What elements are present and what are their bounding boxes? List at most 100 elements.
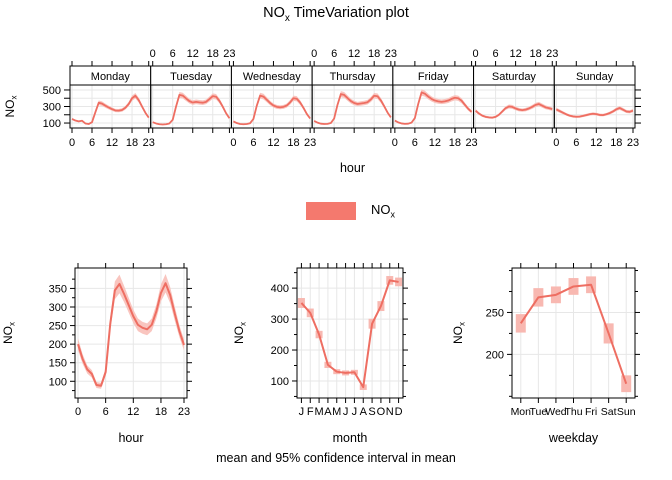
svg-text:M: M xyxy=(314,406,323,418)
svg-text:300: 300 xyxy=(49,302,67,314)
svg-text:250: 250 xyxy=(49,321,67,333)
svg-text:12: 12 xyxy=(267,137,279,149)
svg-text:F: F xyxy=(307,406,314,418)
svg-text:D: D xyxy=(395,406,403,418)
hour-chart: 100 150 200 250 300 350 0 6 12 18 23 NOx hour xyxy=(1,263,192,445)
svg-text:23: 23 xyxy=(304,137,316,149)
svg-text:18: 18 xyxy=(449,137,461,149)
svg-text:18: 18 xyxy=(368,48,380,60)
svg-text:0: 0 xyxy=(69,137,75,149)
svg-text:NOx: NOx xyxy=(1,322,17,344)
svg-text:18: 18 xyxy=(155,406,167,418)
svg-text:18: 18 xyxy=(126,137,138,149)
title-base: NO xyxy=(263,5,285,21)
svg-text:M: M xyxy=(332,406,341,418)
svg-text:0: 0 xyxy=(392,137,398,149)
svg-text:500: 500 xyxy=(43,85,61,97)
svg-text:23: 23 xyxy=(385,48,397,60)
svg-text:18: 18 xyxy=(610,137,622,149)
svg-text:Tue: Tue xyxy=(529,406,547,418)
svg-text:100: 100 xyxy=(43,118,61,130)
svg-text:12: 12 xyxy=(106,137,118,149)
svg-text:18: 18 xyxy=(207,48,219,60)
svg-text:18: 18 xyxy=(529,48,541,60)
svg-text:300: 300 xyxy=(271,314,289,326)
svg-text:6: 6 xyxy=(493,48,499,60)
svg-text:0: 0 xyxy=(473,48,479,60)
svg-text:0: 0 xyxy=(230,137,236,149)
svg-text:NOx: NOx xyxy=(451,322,467,344)
svg-text:12: 12 xyxy=(429,137,441,149)
svg-text:0: 0 xyxy=(150,48,156,60)
legend-label-sub: x xyxy=(390,209,396,220)
svg-text:6: 6 xyxy=(170,48,176,60)
svg-text:month: month xyxy=(333,431,368,445)
svg-text:23: 23 xyxy=(223,48,235,60)
svg-text:400: 400 xyxy=(271,283,289,295)
svg-text:J: J xyxy=(352,406,358,418)
page-title: NOx TimeVariation plot xyxy=(0,5,672,24)
svg-text:6: 6 xyxy=(412,137,418,149)
svg-text:200: 200 xyxy=(486,349,504,361)
legend-swatch xyxy=(306,202,356,220)
weekly-diurnal-chart: Monday 0 6 12 18 23 Tuesday 0 6 12 18 23 Wednesday 0 6… xyxy=(3,48,641,175)
svg-text:Wed: Wed xyxy=(545,406,567,418)
svg-text:0: 0 xyxy=(75,406,81,418)
svg-text:NOx: NOx xyxy=(3,96,19,118)
svg-text:N: N xyxy=(386,406,394,418)
svg-text:100: 100 xyxy=(49,376,67,388)
svg-text:Fri: Fri xyxy=(585,406,597,418)
legend-label-base: NO xyxy=(371,202,391,218)
svg-text:6: 6 xyxy=(89,137,95,149)
svg-text:Tuesday: Tuesday xyxy=(170,71,212,83)
svg-text:12: 12 xyxy=(509,48,521,60)
svg-text:Friday: Friday xyxy=(418,71,449,83)
svg-text:300: 300 xyxy=(43,102,61,114)
svg-text:6: 6 xyxy=(250,137,256,149)
svg-text:Mon: Mon xyxy=(511,406,532,418)
svg-text:A: A xyxy=(360,406,368,418)
svg-text:Wednesday: Wednesday xyxy=(243,71,301,83)
svg-text:23: 23 xyxy=(465,137,477,149)
svg-text:6: 6 xyxy=(573,137,579,149)
svg-text:350: 350 xyxy=(49,283,67,295)
svg-text:NOx: NOx xyxy=(232,322,248,344)
svg-text:100: 100 xyxy=(271,376,289,388)
svg-text:23: 23 xyxy=(546,48,558,60)
svg-text:200: 200 xyxy=(49,339,67,351)
svg-text:0: 0 xyxy=(311,48,317,60)
svg-text:12: 12 xyxy=(590,137,602,149)
svg-text:250: 250 xyxy=(486,307,504,319)
svg-text:J: J xyxy=(343,406,349,418)
svg-text:hour: hour xyxy=(340,161,365,175)
svg-text:23: 23 xyxy=(178,406,190,418)
svg-text:J: J xyxy=(299,406,305,418)
title-subscript: x xyxy=(284,12,290,24)
svg-text:0: 0 xyxy=(553,137,559,149)
svg-text:Thursday: Thursday xyxy=(330,71,376,83)
caption: mean and 95% confidence interval in mean xyxy=(216,451,456,465)
svg-text:Sat: Sat xyxy=(601,406,617,418)
legend: NOx xyxy=(306,202,395,220)
svg-text:Thu: Thu xyxy=(564,406,582,418)
title-rest: TimeVariation plot xyxy=(289,5,409,21)
svg-text:hour: hour xyxy=(118,431,143,445)
svg-text:Sunday: Sunday xyxy=(576,71,614,83)
svg-text:Monday: Monday xyxy=(91,71,131,83)
svg-text:O: O xyxy=(377,406,386,418)
svg-text:Saturday: Saturday xyxy=(492,71,537,83)
svg-text:weekday: weekday xyxy=(548,431,599,445)
svg-text:12: 12 xyxy=(348,48,360,60)
svg-text:150: 150 xyxy=(49,358,67,370)
svg-text:6: 6 xyxy=(331,48,337,60)
svg-text:200: 200 xyxy=(271,345,289,357)
svg-text:12: 12 xyxy=(127,406,139,418)
svg-text:23: 23 xyxy=(627,137,639,149)
svg-text:12: 12 xyxy=(187,48,199,60)
svg-text:6: 6 xyxy=(103,406,109,418)
svg-text:Sun: Sun xyxy=(617,406,636,418)
svg-text:A: A xyxy=(324,406,332,418)
